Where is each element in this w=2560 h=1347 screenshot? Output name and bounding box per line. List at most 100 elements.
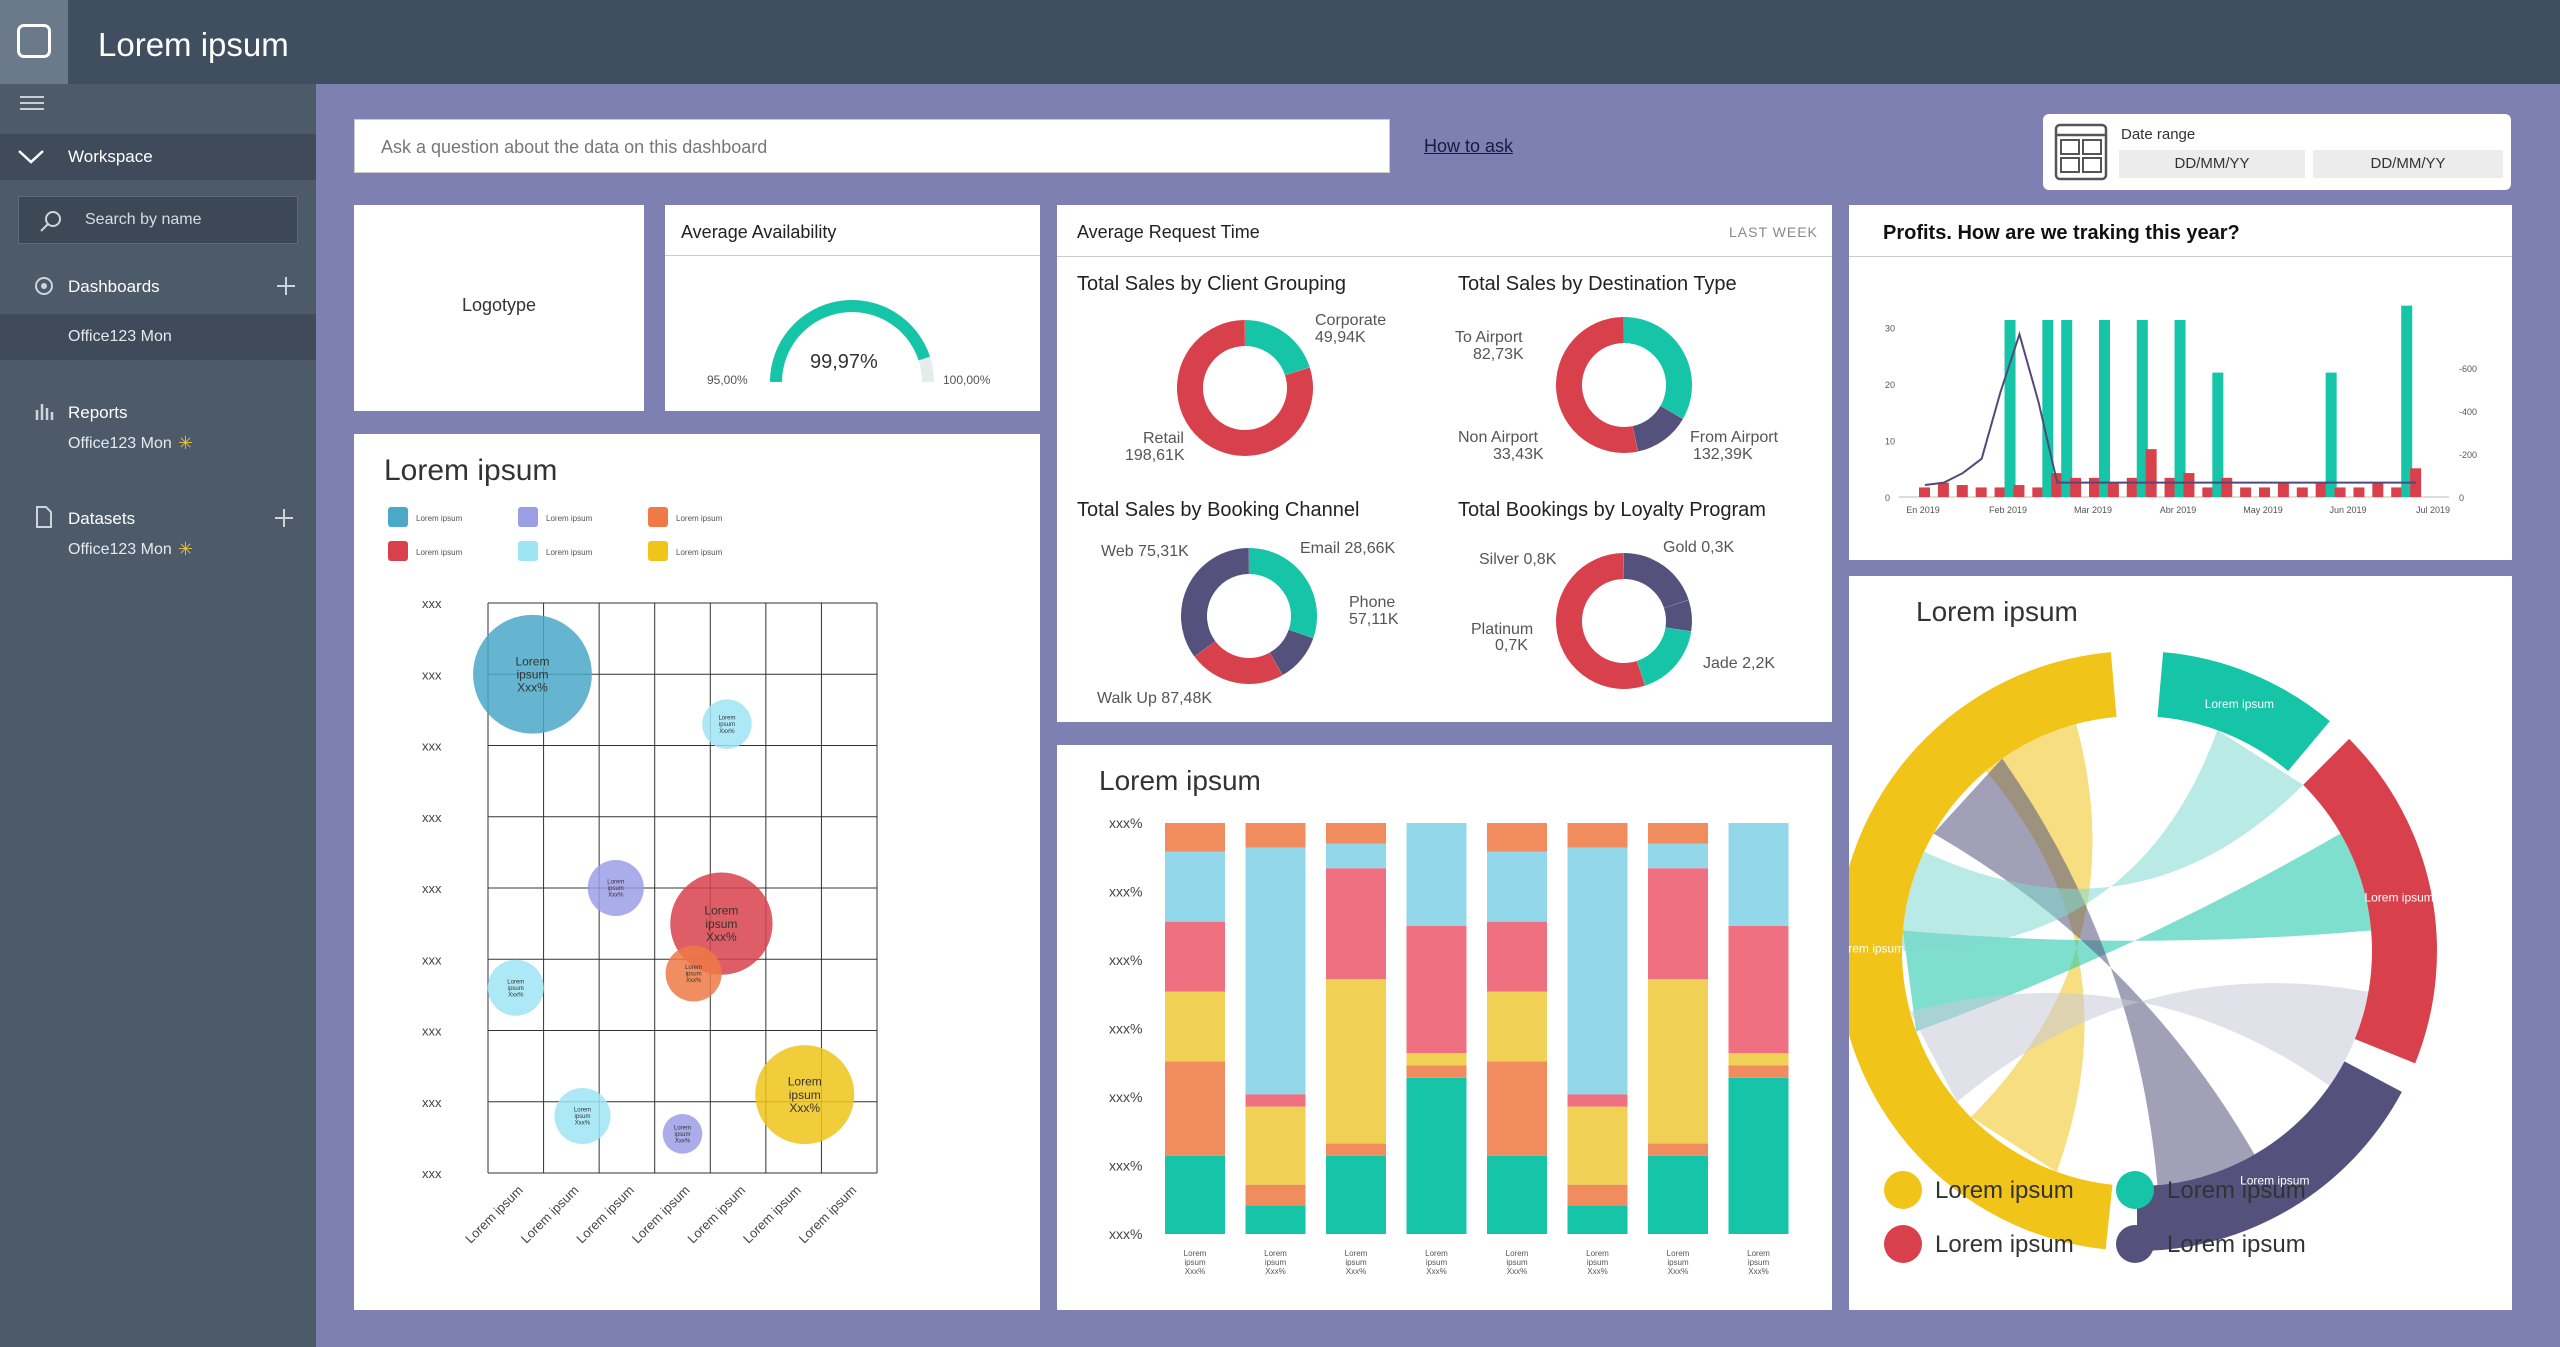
menu-toggle[interactable] — [0, 84, 316, 130]
profit-bar-red — [1937, 482, 1949, 497]
y-tick-label: xxx — [422, 667, 442, 682]
sidebar-item-dashboards[interactable]: Dashboards — [0, 264, 316, 308]
legend-swatch — [518, 541, 538, 561]
from-airport-label: From Airport — [1690, 429, 1779, 446]
qa-placeholder: Ask a question about the data on this da… — [381, 137, 768, 157]
x-tick-label: ipsum — [1184, 1258, 1206, 1267]
stacked-segment — [1648, 1143, 1708, 1156]
search-input[interactable]: Search by name — [85, 211, 202, 228]
x-tick-label: Jul 2019 — [2416, 505, 2450, 515]
x-tick-label: Lorem ipsum — [462, 1183, 526, 1247]
legend-swatch — [2116, 1171, 2154, 1209]
profits-chart: 0 10 20 30 0 -200 -400 -600 En 2019 Feb 2019 Mar 2… — [1885, 305, 2477, 515]
qa-input[interactable]: Ask a question about the data on this da… — [354, 119, 1390, 173]
stacked-segment — [1648, 843, 1708, 869]
app-title: Lorem ipsum — [98, 26, 289, 63]
profit-bar-red — [2202, 487, 2214, 497]
sidebar-item-dashboard-office123[interactable]: Office123 Mon — [0, 314, 316, 360]
profit-bar-red — [2353, 487, 2365, 497]
sidebar-item-report-office123[interactable]: Office123 Mon ✳ — [0, 428, 316, 460]
sidebar-item-label: Dashboards — [68, 277, 160, 296]
web-label: Web 75,31K — [1101, 543, 1189, 560]
booking-channel-donut — [1181, 548, 1317, 684]
to-airport-label: To Airport — [1455, 329, 1523, 346]
chord-ribbon — [1902, 833, 2372, 1032]
sidebar-item-reports[interactable]: Reports — [0, 390, 316, 434]
x-tick-label: ipsum — [1426, 1258, 1448, 1267]
stacked-segment — [1648, 979, 1708, 1144]
stacked-segment — [1567, 1094, 1628, 1107]
profit-bar-red — [1994, 487, 2006, 497]
sidebar-item-datasets[interactable]: Datasets — [0, 496, 316, 540]
y-tick-label: xxx — [422, 810, 442, 825]
stacked-title: Lorem ipsum — [1099, 765, 1261, 796]
bubble-label: Xxx% — [686, 978, 702, 984]
x-tick-label: Lorem — [1506, 1249, 1529, 1258]
stacked-panel: Lorem ipsum xxx% xxx% xxx% xxx% xxx% xxx% xxx%… — [1057, 745, 1832, 1310]
y-tick-label: 10 — [1885, 437, 1895, 447]
stacked-segment — [1245, 1094, 1306, 1107]
add-dataset-icon[interactable] — [274, 508, 294, 528]
bubble-label: ipsum — [674, 1132, 690, 1138]
legend-label: Lorem ipsum — [546, 548, 593, 557]
workspace-header[interactable]: Workspace — [0, 134, 316, 180]
search-icon — [40, 211, 61, 232]
x-tick-label: Lorem — [1264, 1249, 1287, 1258]
y-tick-label: xxx% — [1109, 1158, 1142, 1174]
bubble-panel: Lorem ipsum Lorem ipsum Lorem ipsum Lorem … — [354, 434, 1040, 1310]
gauge-min-label: 95,00% — [707, 373, 748, 387]
bubble-label: Xxx% — [719, 729, 735, 735]
stacked-segment — [1245, 1184, 1306, 1206]
y-tick-label: xxx — [422, 1024, 442, 1039]
stacked-segment — [1326, 823, 1386, 844]
stacked-segment — [1487, 921, 1547, 992]
search-field[interactable]: Search by name — [18, 196, 298, 244]
availability-value: 99,97% — [810, 351, 878, 373]
y-tick-label: xxx% — [1109, 884, 1142, 900]
bar-chart-icon — [35, 404, 54, 420]
legend-swatch — [1884, 1171, 1922, 1209]
how-to-ask-link[interactable]: How to ask — [1424, 136, 1514, 156]
profit-line — [1924, 330, 2417, 487]
bubble-label: Xxx% — [517, 681, 548, 695]
bubble-point — [665, 945, 722, 1002]
legend-swatch — [1884, 1225, 1922, 1263]
chord-ribbon — [1970, 724, 2093, 1172]
profit-bar-red — [2164, 477, 2176, 497]
profit-bar-red — [1956, 485, 1968, 497]
y2-tick-label: -200 — [2459, 450, 2477, 460]
date-to-field[interactable]: DD/MM/YY — [2313, 150, 2503, 178]
x-tick-label: ipsum — [1506, 1258, 1528, 1267]
arc-label: Lorem ipsum — [1849, 942, 1904, 956]
stacked-segment — [1406, 823, 1467, 926]
donut-slice-gold — [1663, 599, 1692, 632]
app-launcher-button[interactable] — [0, 0, 68, 84]
profit-bar-red — [2259, 487, 2270, 497]
bubble-label: Lorem — [515, 654, 549, 668]
stacked-segment — [1245, 823, 1306, 848]
sidebar-item-dataset-office123[interactable]: Office123 Mon ✳ — [0, 534, 316, 566]
y-tick-label: xxx — [422, 952, 442, 967]
stacked-segment — [1326, 868, 1386, 980]
bubble-label: Lorem — [607, 880, 624, 886]
profit-bar-red — [2145, 449, 2157, 497]
x-tick-label: ipsum — [1345, 1258, 1367, 1267]
bubble-label: Lorem — [718, 716, 735, 722]
chord-ribbon — [1910, 983, 2369, 1103]
sidebar-item-label: Office123 Mon — [68, 435, 172, 452]
legend-swatch — [388, 541, 408, 561]
bubble-label: Lorem — [574, 1108, 591, 1114]
x-tick-label: Mar 2019 — [2074, 505, 2112, 515]
add-dashboard-icon[interactable] — [276, 276, 296, 296]
star-icon: ✳ — [178, 539, 194, 559]
legend-swatch — [648, 507, 668, 527]
chord-title: Lorem ipsum — [1916, 596, 2078, 627]
date-from-field[interactable]: DD/MM/YY — [2119, 150, 2305, 178]
bubble-point — [702, 699, 752, 749]
profit-bar-red — [2315, 482, 2327, 497]
y-tick-label: xxx — [422, 1095, 442, 1110]
profit-bar-red — [2051, 473, 2063, 497]
profit-bar-teal — [2004, 320, 2016, 497]
period-label: LAST WEEK — [1729, 224, 1818, 240]
